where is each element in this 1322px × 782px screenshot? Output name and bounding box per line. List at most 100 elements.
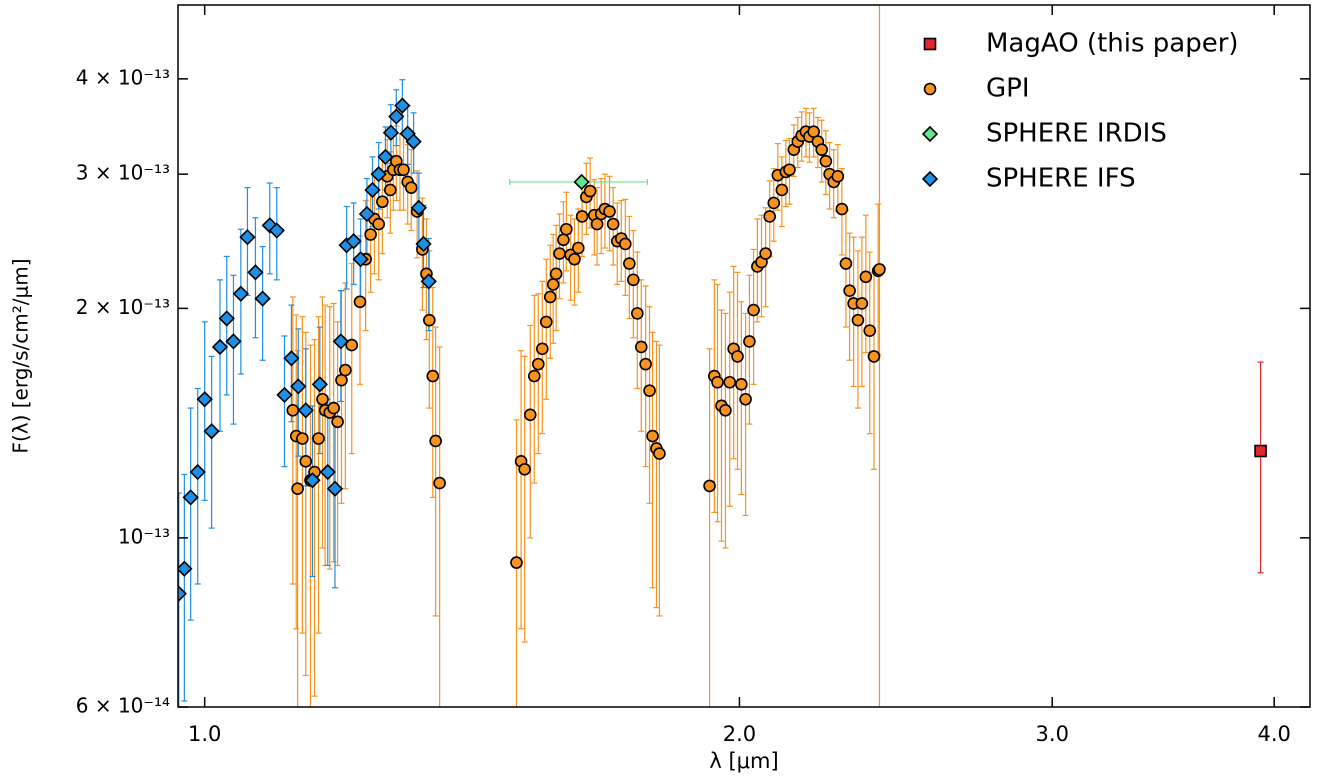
data-point — [557, 233, 570, 247]
data-point — [549, 267, 563, 281]
x-tick-label: 4.0 — [1257, 722, 1290, 746]
data-point — [358, 205, 376, 223]
data-point — [426, 369, 440, 383]
legend-marker — [923, 82, 937, 96]
data-point — [225, 333, 242, 350]
x-tick-label: 1.0 — [188, 722, 221, 746]
data-point — [855, 297, 869, 310]
data-point — [429, 434, 442, 448]
x-tick-label: 2.0 — [723, 722, 756, 746]
legend-label: MagAO (this paper) — [986, 29, 1239, 59]
data-point — [299, 455, 313, 468]
data-point — [839, 257, 853, 270]
data-point — [394, 97, 411, 114]
data-point — [383, 183, 397, 197]
data-point — [568, 252, 581, 266]
data-point — [377, 148, 394, 166]
data-point — [553, 247, 566, 260]
data-point — [643, 384, 656, 397]
data-point — [653, 447, 666, 460]
data-point — [247, 264, 264, 281]
data-point — [831, 170, 845, 183]
data-point — [397, 163, 410, 177]
data-point — [178, 585, 187, 602]
data-point — [523, 408, 537, 422]
data-point — [739, 392, 752, 406]
data-point — [767, 196, 781, 210]
axes-frame — [177, 4, 1311, 708]
data-point — [843, 284, 856, 297]
data-point — [763, 210, 777, 223]
data-point — [327, 401, 340, 415]
plot-area — [178, 5, 1267, 707]
data-point — [218, 310, 235, 327]
data-point — [268, 222, 285, 239]
data-point — [646, 429, 659, 443]
x-axis-label: λ [μm] — [709, 749, 778, 773]
data-point — [405, 133, 422, 150]
data-point — [196, 391, 213, 408]
legend-marker — [921, 170, 939, 188]
y-tick-label: 4 × 10⁻¹³ — [76, 65, 170, 89]
y-tick-label: 6 × 10⁻¹⁴ — [76, 694, 170, 718]
data-point — [851, 313, 865, 327]
data-point — [731, 350, 744, 363]
data-point — [583, 184, 597, 198]
legend-marker — [923, 37, 937, 51]
data-point — [331, 415, 344, 429]
data-point — [353, 295, 367, 309]
data-point — [312, 432, 325, 445]
data-point — [415, 235, 432, 253]
data-point — [211, 338, 229, 356]
data-point — [775, 183, 789, 197]
data-point — [627, 273, 640, 287]
data-point — [290, 378, 307, 395]
data-point — [296, 432, 309, 445]
data-point — [560, 222, 573, 236]
data-point — [863, 324, 877, 337]
data-point — [372, 217, 385, 231]
data-point — [404, 181, 418, 194]
data-point — [232, 285, 249, 302]
data-point — [572, 241, 585, 255]
y-tick-label: 10⁻¹³ — [118, 524, 170, 548]
data-point — [532, 357, 545, 371]
data-point — [311, 376, 328, 393]
data-point — [543, 290, 557, 304]
data-point — [573, 173, 590, 191]
data-point — [345, 338, 359, 352]
data-point — [639, 357, 652, 371]
data-point — [370, 165, 387, 183]
y-tick-label: 2 × 10⁻¹³ — [76, 295, 170, 319]
data-point — [527, 369, 541, 383]
data-point — [631, 307, 644, 320]
data-point — [735, 378, 748, 391]
data-point — [539, 315, 553, 329]
data-point — [723, 375, 737, 389]
data-point — [819, 154, 833, 168]
data-point — [297, 402, 314, 419]
data-point — [352, 251, 369, 268]
data-point — [291, 482, 304, 496]
data-point — [376, 195, 389, 209]
data-point — [815, 143, 828, 156]
data-point — [859, 270, 873, 284]
y-axis-label: F(λ) [erg/s/cm²/μm] — [9, 258, 33, 453]
data-point — [203, 423, 220, 440]
data-point — [535, 342, 549, 356]
data-point — [623, 257, 636, 270]
data-point — [364, 181, 381, 199]
data-point — [619, 237, 632, 251]
data-point — [518, 463, 531, 476]
data-point — [364, 228, 377, 241]
data-point — [703, 479, 716, 493]
data-point — [835, 202, 849, 216]
data-point — [286, 404, 300, 417]
data-point — [388, 108, 405, 125]
data-point — [743, 335, 756, 348]
data-point — [382, 124, 400, 141]
data-point — [182, 489, 199, 506]
data-point — [410, 199, 428, 216]
